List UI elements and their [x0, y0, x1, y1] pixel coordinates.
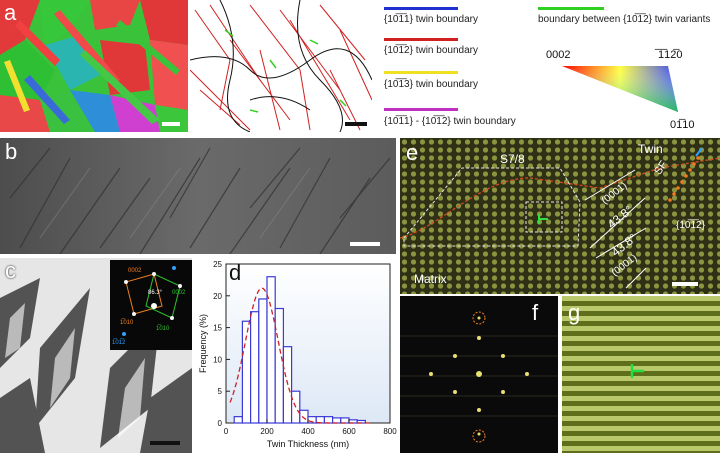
histogram-bar	[332, 417, 342, 424]
tem-micrograph-c	[0, 258, 192, 453]
saed-label-1010-left: 1̅010	[120, 319, 134, 326]
ifft-image-g: g	[562, 296, 720, 453]
ipf-color-triangle: 0002 ̅1̅12̅0 01̅10	[546, 49, 694, 131]
saed-inset: 0002 0002 86.3° 1̅010 1̅010 1̅01̅2	[110, 260, 192, 350]
legend-line-1013	[384, 71, 458, 74]
legend-text-1011: {10̅1̅1} twin boundary	[384, 14, 478, 25]
hrtem-label-s78: S7/8	[500, 152, 525, 166]
y-tick-label: 20	[213, 292, 222, 301]
x-axis-label: Twin Thickness (nm)	[267, 439, 349, 449]
y-tick-label: 10	[213, 355, 222, 364]
ifft-image	[562, 296, 720, 453]
legend-line-variant	[538, 7, 604, 10]
legend-line-1011	[384, 7, 458, 10]
y-tick-label: 0	[218, 419, 223, 428]
legend-text-1012: {10̅1̅2} twin boundary	[384, 45, 478, 56]
y-tick-label: 5	[218, 387, 223, 396]
panel-label-b: b	[5, 139, 18, 164]
saed-label-0002-left: 0002	[128, 268, 142, 274]
dislocation-symbol-g	[630, 364, 644, 378]
y-axis-label: Frequency (%)	[198, 314, 208, 373]
fft-pattern-f: f	[400, 296, 558, 453]
panel-label-g: g	[568, 300, 581, 325]
y-tick-label: 15	[213, 324, 222, 333]
x-tick-label: 200	[260, 427, 274, 436]
hrtem-label-matrix: Matrix	[414, 272, 447, 286]
dislocation-symbol-e	[538, 214, 548, 224]
legend-text-combined: {10̅1̅1} - {10̅1̅2} twin boundary	[384, 116, 516, 127]
s78-region-outline	[403, 167, 581, 247]
ipf-label-1210: ̅1̅12̅0	[654, 49, 682, 61]
legend-line-combined	[384, 108, 458, 111]
histogram-bar	[323, 416, 334, 424]
x-tick-label: 0	[224, 427, 229, 436]
histogram-bar	[258, 298, 268, 424]
legend-text-variant-label: boundary between {10̅1̅2} twin variants	[538, 14, 711, 25]
ebsd-ipf-map-image	[0, 0, 188, 132]
tem-micrograph-b	[0, 138, 396, 254]
y-tick-label: 25	[213, 260, 222, 269]
x-tick-label: 400	[301, 427, 315, 436]
fft-pattern-image	[400, 296, 558, 453]
ebsd-ipf-map	[0, 0, 188, 132]
legend-text-1013: {10̅1̅3} twin boundary	[384, 79, 478, 90]
ebsd-boundary-map-image	[190, 0, 372, 132]
saed-angle: 86.3°	[148, 290, 163, 296]
saed-matrix-cell	[125, 273, 163, 315]
panel-label-a: a	[4, 0, 17, 25]
panel-label-e: e	[406, 140, 419, 165]
hrtem-label-twin: Twin	[638, 142, 663, 156]
fft-mask-top	[472, 311, 486, 325]
hrtem-label-1012: {10̅1̅2}	[676, 220, 705, 231]
ipf-label-0002: 0002	[546, 49, 570, 61]
histogram-bar	[340, 417, 350, 424]
ebsd-boundary-map	[190, 0, 372, 132]
hrtem-image	[400, 138, 720, 294]
hrtem-image-e: e S7/8 Twin SF {10̅1̅2} (0001) 43.8° 43.…	[400, 138, 720, 294]
panel-label-f: f	[532, 300, 539, 325]
ipf-label-0110: 01̅10	[670, 119, 694, 131]
panel-label-c: c	[5, 258, 16, 283]
legend-line-1012	[384, 38, 458, 41]
saed-pattern: 0002 0002 86.3° 1̅010 1̅010 1̅01̅2	[110, 260, 192, 350]
dislocation-box	[525, 201, 563, 233]
histogram-bar	[233, 416, 244, 424]
histogram-bar	[299, 409, 309, 424]
saed-label-0002-right: 0002	[172, 290, 186, 296]
x-tick-label: 600	[342, 427, 356, 436]
saed-label-1012: 1̅01̅2	[112, 339, 126, 346]
histogram-bar	[274, 307, 284, 424]
tem-micrograph-c-image	[0, 258, 192, 453]
twin-thickness-histogram: 0 200 400 600 800 0 5 10 15 20 25 Twin Thickness (n…	[198, 260, 397, 449]
histogram-bar	[249, 311, 260, 424]
saed-label-1010-right: 1̅010	[156, 325, 170, 332]
fft-mask-bottom	[472, 429, 486, 443]
tem-micrograph-b-image	[0, 138, 396, 254]
histogram-gaussian-fit	[229, 287, 370, 424]
x-tick-label: 800	[383, 427, 397, 436]
panel-label-d: d	[229, 260, 242, 285]
